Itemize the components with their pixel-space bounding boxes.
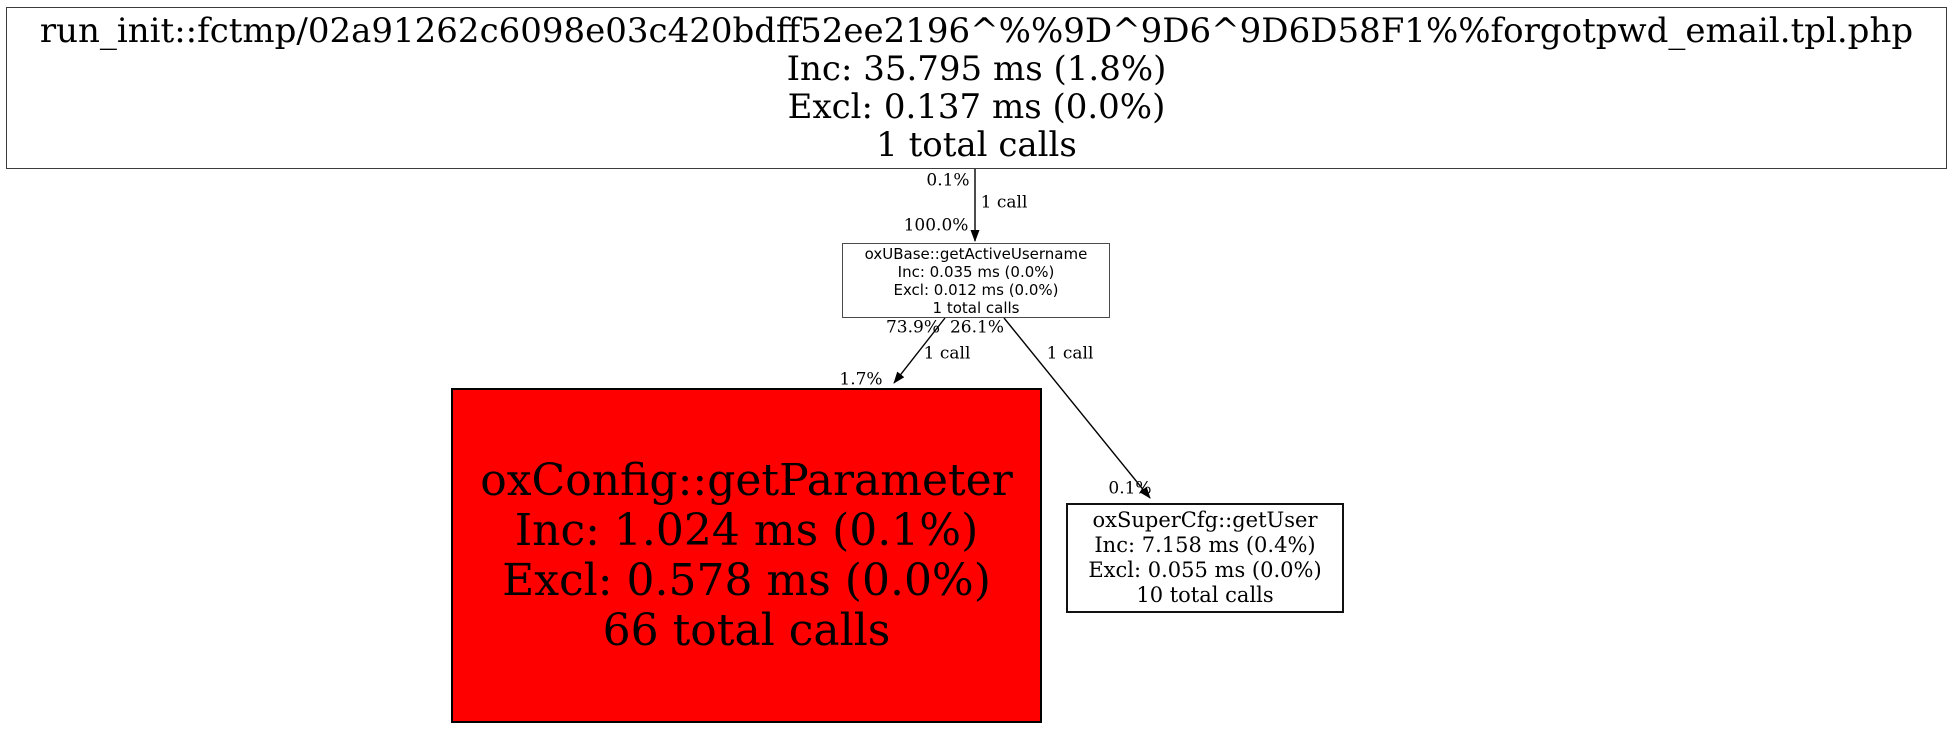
edge-label-call-count: 1 call xyxy=(980,192,1028,213)
node-exclusive-time: Excl: 0.137 ms (0.0%) xyxy=(787,87,1166,127)
node-getparameter-hot[interactable]: oxConfig::getParameter Inc: 1.024 ms (0.… xyxy=(451,388,1042,723)
node-exclusive-time: Excl: 0.578 ms (0.0%) xyxy=(502,554,991,606)
edge-label-percent-from: 26.1% xyxy=(949,317,1005,338)
node-total-calls: 66 total calls xyxy=(602,604,891,656)
node-title: run_init::fctmp/02a91262c6098e03c420bdff… xyxy=(39,11,1914,51)
node-getuser[interactable]: oxSuperCfg::getUser Inc: 7.158 ms (0.4%)… xyxy=(1066,503,1344,613)
node-run-init-tpl[interactable]: run_init::fctmp/02a91262c6098e03c420bdff… xyxy=(6,7,1947,169)
node-inclusive-time: Inc: 1.024 ms (0.1%) xyxy=(514,504,979,556)
edge-label-call-count: 1 call xyxy=(1046,343,1094,364)
node-exclusive-time: Excl: 0.012 ms (0.0%) xyxy=(893,280,1059,299)
node-inclusive-time: Inc: 0.035 ms (0.0%) xyxy=(897,262,1055,281)
edge-label-percent-to: 1.7% xyxy=(839,369,883,390)
node-total-calls: 10 total calls xyxy=(1136,583,1274,607)
node-title: oxUBase::getActiveUsername xyxy=(864,244,1088,263)
node-inclusive-time: Inc: 7.158 ms (0.4%) xyxy=(1094,533,1316,557)
edge-label-percent-from: 73.9% xyxy=(885,317,941,338)
edge-label-percent-to: 0.1% xyxy=(1108,478,1152,499)
node-title: oxConfig::getParameter xyxy=(480,454,1013,506)
edge-label-percent-to: 100.0% xyxy=(903,215,969,236)
node-total-calls: 1 total calls xyxy=(932,298,1020,317)
node-getactiveusername[interactable]: oxUBase::getActiveUsername Inc: 0.035 ms… xyxy=(842,243,1110,318)
node-title: oxSuperCfg::getUser xyxy=(1092,508,1318,532)
edge-label-percent-from: 0.1% xyxy=(926,170,970,191)
node-inclusive-time: Inc: 35.795 ms (1.8%) xyxy=(786,49,1167,89)
node-total-calls: 1 total calls xyxy=(876,125,1077,165)
node-exclusive-time: Excl: 0.055 ms (0.0%) xyxy=(1088,558,1322,582)
edge-label-call-count: 1 call xyxy=(923,343,971,364)
